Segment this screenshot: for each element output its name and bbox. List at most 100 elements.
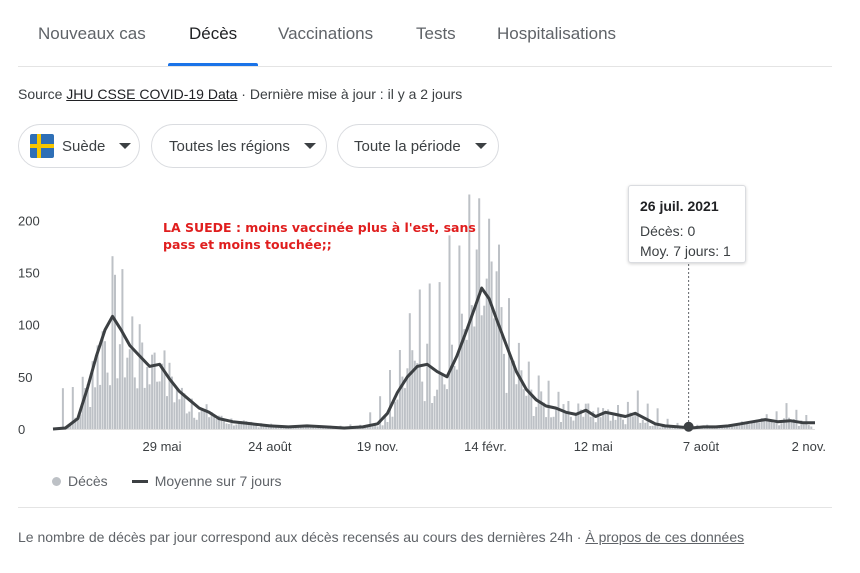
x-axis: 29 mai 24 août 19 nov. 14 févr. 12 mai 7 août… — [143, 439, 827, 454]
region-select[interactable]: Toutes les régions — [151, 124, 327, 168]
death-bar — [401, 376, 404, 429]
death-bar — [175, 387, 178, 429]
death-bar — [470, 305, 473, 429]
death-bar — [498, 244, 500, 429]
death-bar — [778, 425, 781, 429]
death-bar — [408, 313, 411, 429]
country-select[interactable]: Suède — [18, 124, 140, 168]
death-bar — [242, 420, 245, 429]
death-bar — [490, 261, 493, 429]
chevron-down-icon — [474, 143, 487, 149]
death-bar — [735, 423, 738, 429]
death-bar — [587, 403, 590, 429]
death-bar — [552, 416, 555, 429]
death-bar — [104, 341, 106, 429]
period-select[interactable]: Toute la période — [337, 124, 499, 168]
tab-deces[interactable]: Décès — [189, 24, 238, 43]
death-bar — [235, 424, 238, 429]
death-bar — [379, 396, 382, 429]
death-bar — [594, 422, 597, 429]
sweden-flag-icon — [30, 134, 54, 158]
death-bar — [609, 420, 612, 429]
death-bar — [599, 417, 602, 429]
death-bar — [515, 384, 518, 429]
death-bar — [738, 423, 741, 429]
death-bar — [180, 387, 183, 429]
death-bar — [237, 421, 240, 429]
annotation-line-1: LA SUEDE : moins vaccinée plus à l'est, … — [163, 220, 476, 235]
line-legend-swatch — [131, 479, 148, 483]
death-bar — [465, 339, 468, 429]
death-bar — [661, 425, 664, 429]
death-bar — [795, 409, 798, 429]
death-bar — [783, 418, 785, 429]
death-bar — [510, 361, 513, 429]
about-data-link[interactable]: À propos de ces données — [585, 529, 745, 545]
death-bar — [520, 370, 523, 429]
deaths-chart[interactable]: 0 50 100 150 200 29 mai 24 août 19 nov. 14 févr… — [0, 180, 860, 465]
tab-hospitalisations[interactable]: Hospitalisations — [497, 24, 617, 43]
death-bar — [161, 363, 163, 429]
death-bar — [151, 354, 154, 429]
death-bar — [426, 343, 429, 429]
death-bar — [374, 423, 377, 429]
death-bar — [111, 256, 114, 429]
death-bar — [141, 342, 144, 429]
death-bar — [203, 409, 206, 429]
death-bar — [148, 384, 151, 429]
tab-tests[interactable]: Tests — [416, 24, 456, 43]
x-tick-label: 14 févr. — [464, 439, 507, 454]
death-bar — [773, 422, 776, 429]
death-bar — [317, 427, 320, 429]
death-bar — [485, 278, 488, 429]
death-bar — [304, 427, 307, 429]
death-bar — [257, 427, 260, 429]
death-bar — [565, 413, 567, 429]
death-bar — [517, 342, 520, 429]
source-link[interactable]: JHU CSSE COVID-19 Data — [66, 86, 238, 102]
death-bar — [745, 421, 748, 429]
death-bar — [210, 412, 213, 429]
death-bar — [163, 350, 166, 429]
death-bar — [624, 424, 627, 429]
death-bar — [61, 388, 64, 429]
death-bar — [785, 403, 788, 429]
death-bar — [604, 412, 607, 429]
death-bar — [428, 283, 431, 429]
death-bar — [547, 380, 550, 429]
death-bar — [579, 409, 582, 429]
death-bar — [493, 318, 496, 429]
death-bar — [555, 409, 557, 429]
death-bar — [574, 413, 577, 429]
death-bar — [542, 402, 545, 429]
death-bar — [312, 427, 315, 429]
death-bar — [634, 414, 637, 429]
death-bar — [503, 353, 505, 429]
death-bar — [807, 425, 810, 429]
death-bar — [800, 420, 803, 429]
death-bar — [646, 403, 649, 429]
metric-tabs: Nouveaux cas Décès Vaccinations Tests Ho… — [18, 0, 832, 67]
death-bar — [230, 418, 233, 429]
death-bar — [451, 344, 453, 429]
death-bar — [366, 426, 369, 429]
tab-vaccinations[interactable]: Vaccinations — [278, 24, 374, 43]
death-bar — [788, 417, 790, 429]
death-bar — [205, 404, 208, 429]
death-bar — [136, 388, 139, 429]
tab-nouveaux-cas[interactable]: Nouveaux cas — [38, 24, 146, 43]
death-bar — [74, 417, 77, 429]
death-bar — [193, 417, 196, 429]
x-tick-label: 2 nov. — [792, 439, 826, 454]
death-bar — [86, 384, 89, 429]
death-bar — [267, 426, 270, 429]
death-bar — [200, 408, 203, 429]
region-label: Toutes les régions — [169, 137, 290, 155]
separator-dot: · — [576, 529, 586, 545]
period-label: Toute la période — [354, 137, 461, 155]
death-bar — [659, 427, 662, 429]
death-bar — [314, 428, 317, 429]
death-bar — [208, 417, 211, 429]
bar-legend-swatch — [52, 476, 61, 486]
death-bar — [156, 381, 159, 429]
